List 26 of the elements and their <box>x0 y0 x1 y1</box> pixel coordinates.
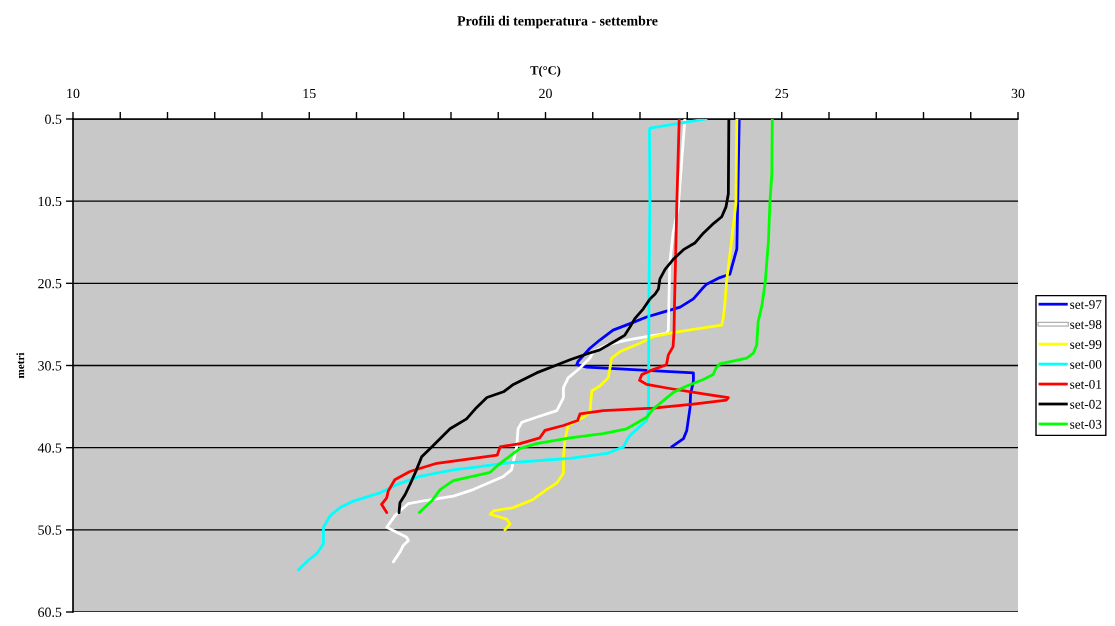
line-series <box>417 119 774 514</box>
x-tick-label: 30 <box>1011 88 1025 99</box>
legend-label: set-00 <box>1070 359 1102 369</box>
line-series <box>575 119 741 449</box>
chart-title: Profili di temperatura - settembre <box>457 15 658 29</box>
y-tick-label: 60.5 <box>38 607 62 618</box>
x-tick-label: 15 <box>303 88 316 99</box>
y-tick-label: 20.5 <box>38 278 62 289</box>
x-tick-label: 25 <box>775 88 789 99</box>
y-tick-label: 0.5 <box>45 114 62 125</box>
legend-label: set-03 <box>1070 419 1102 429</box>
x-tick-label: 20 <box>539 88 552 99</box>
legend-label: set-98 <box>1070 320 1102 329</box>
x-axis-title: T(°C) <box>530 65 561 78</box>
legend-label: set-01 <box>1070 379 1102 389</box>
legend-label: set-97 <box>1070 300 1102 309</box>
y-tick-label: 50.5 <box>38 525 62 535</box>
line-series <box>296 119 708 572</box>
legend-label: set-99 <box>1070 340 1102 349</box>
y-axis-title: metri <box>16 352 25 379</box>
y-tick-label: 10.5 <box>38 196 62 207</box>
legend-label: set-02 <box>1070 399 1102 409</box>
x-tick-label: 10 <box>67 88 80 99</box>
y-tick-label: 30.5 <box>38 361 62 371</box>
y-tick-label: 40.5 <box>37 443 62 453</box>
line-series <box>488 119 739 532</box>
